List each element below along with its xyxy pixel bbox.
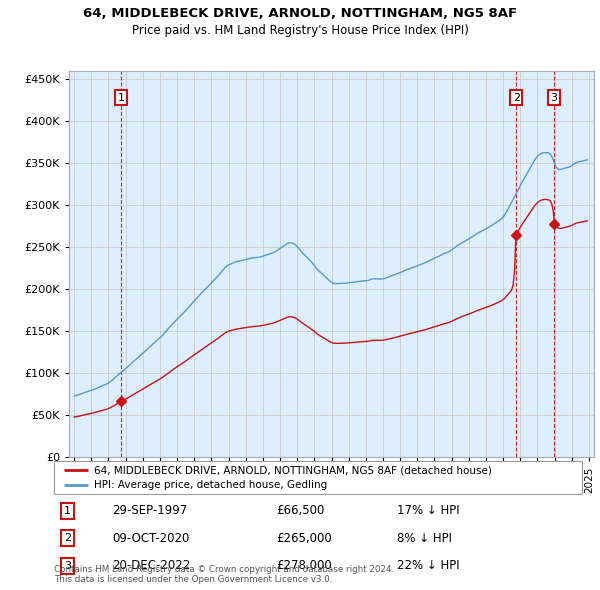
Text: Price paid vs. HM Land Registry's House Price Index (HPI): Price paid vs. HM Land Registry's House … xyxy=(131,24,469,37)
Text: 20-DEC-2022: 20-DEC-2022 xyxy=(112,559,190,572)
Text: 8% ↓ HPI: 8% ↓ HPI xyxy=(397,532,452,545)
Text: £265,000: £265,000 xyxy=(276,532,332,545)
Text: 3: 3 xyxy=(64,560,71,571)
Text: Contains HM Land Registry data © Crown copyright and database right 2024.
This d: Contains HM Land Registry data © Crown c… xyxy=(54,565,394,584)
Text: 1: 1 xyxy=(118,93,125,103)
Text: 64, MIDDLEBECK DRIVE, ARNOLD, NOTTINGHAM, NG5 8AF: 64, MIDDLEBECK DRIVE, ARNOLD, NOTTINGHAM… xyxy=(83,7,517,20)
Text: 29-SEP-1997: 29-SEP-1997 xyxy=(112,504,187,517)
Text: 09-OCT-2020: 09-OCT-2020 xyxy=(112,532,190,545)
Text: 1: 1 xyxy=(64,506,71,516)
Text: 17% ↓ HPI: 17% ↓ HPI xyxy=(397,504,460,517)
Text: 2: 2 xyxy=(513,93,520,103)
Text: £66,500: £66,500 xyxy=(276,504,324,517)
Text: 3: 3 xyxy=(551,93,557,103)
Text: HPI: Average price, detached house, Gedling: HPI: Average price, detached house, Gedl… xyxy=(94,480,327,490)
Text: 2: 2 xyxy=(64,533,71,543)
Text: £278,000: £278,000 xyxy=(276,559,332,572)
FancyBboxPatch shape xyxy=(54,461,582,494)
Text: 64, MIDDLEBECK DRIVE, ARNOLD, NOTTINGHAM, NG5 8AF (detached house): 64, MIDDLEBECK DRIVE, ARNOLD, NOTTINGHAM… xyxy=(94,465,491,475)
Text: 22% ↓ HPI: 22% ↓ HPI xyxy=(397,559,460,572)
